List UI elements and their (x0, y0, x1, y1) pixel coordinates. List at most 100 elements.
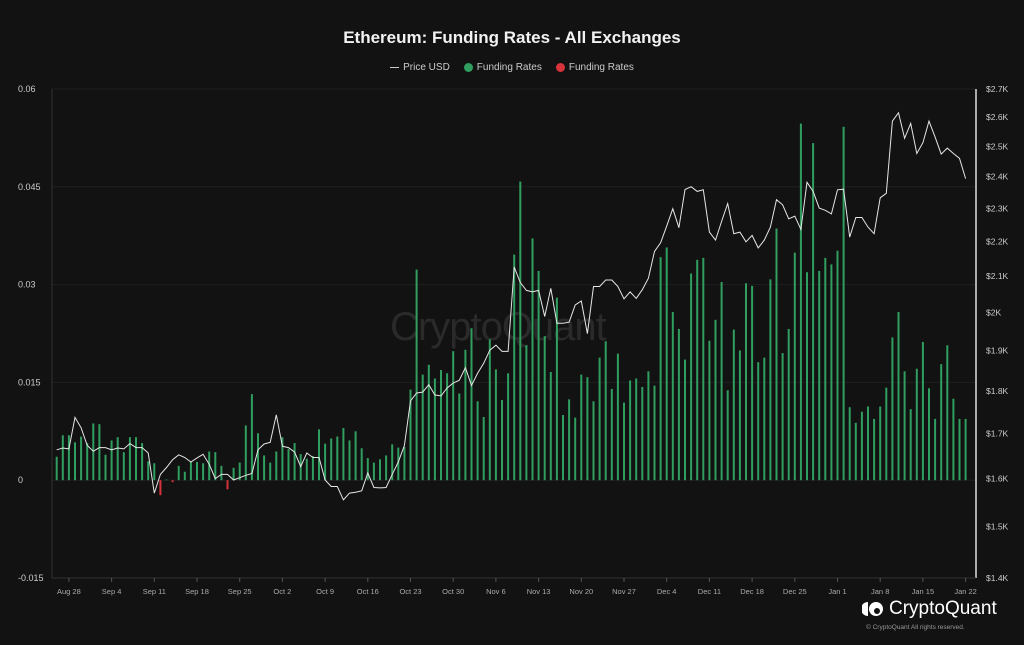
funding-bar-positive (647, 371, 650, 481)
funding-bar-positive (281, 437, 284, 481)
x-tick-label: Dec 18 (740, 587, 764, 596)
funding-bar-positive (946, 345, 949, 481)
funding-bar-positive (629, 380, 632, 481)
funding-bar-positive (635, 378, 638, 481)
funding-bar-positive (324, 443, 327, 481)
funding-bar-positive (879, 406, 882, 481)
funding-bar-positive (385, 455, 388, 481)
funding-bar-positive (446, 373, 449, 481)
funding-bar-positive (720, 281, 723, 481)
watermark: CryptoQuant (390, 305, 607, 349)
logo-text: CryptoQuant (889, 598, 997, 619)
funding-bar-positive (732, 329, 735, 481)
funding-bar-positive (818, 270, 821, 481)
funding-bar-positive (488, 339, 491, 481)
funding-bar-positive (360, 448, 363, 481)
funding-bar-positive (775, 228, 778, 481)
x-tick-label: Oct 9 (316, 587, 334, 596)
funding-bar-positive (525, 345, 528, 481)
legend-item-funding-positive[interactable]: Funding Rates (463, 62, 542, 73)
funding-bar-positive (397, 447, 400, 481)
funding-bar-positive (684, 359, 686, 481)
funding-bar-positive (232, 467, 235, 481)
y-right-tick-label: $2.5K (986, 141, 1009, 151)
x-tick-label: Jan 1 (828, 587, 846, 596)
funding-bar-positive (482, 416, 485, 481)
x-tick-label: Jan 22 (954, 587, 977, 596)
funding-bar-positive (220, 465, 223, 481)
funding-bar-positive (342, 428, 345, 481)
cryptoquant-logo: CryptoQuant (862, 598, 997, 620)
cryptoquant-logo-icon (862, 602, 883, 616)
funding-bar-positive (80, 436, 83, 481)
x-tick-label: Oct 30 (442, 587, 464, 596)
funding-bar-positive (848, 407, 851, 481)
y-right-tick-label: $1.5K (986, 522, 1009, 532)
funding-bar-positive (769, 279, 772, 481)
legend-item-funding-negative[interactable]: Funding Rates (555, 62, 634, 73)
x-tick-label: Nov 13 (527, 587, 551, 596)
green-dot-icon (463, 63, 473, 72)
price-line (56, 111, 967, 501)
funding-bar-positive (928, 388, 930, 481)
funding-bar-positive (885, 387, 888, 481)
y-right-tick-label: $1.7K (986, 428, 1009, 438)
funding-bar-positive (562, 415, 564, 481)
funding-bar-positive (726, 390, 729, 481)
x-tick-label: Nov 20 (569, 587, 593, 596)
funding-bar-positive (610, 388, 613, 481)
funding-bar-positive (842, 126, 845, 481)
funding-bar-positive (409, 389, 412, 481)
funding-bar-positive (263, 455, 266, 481)
funding-bar-negative (171, 480, 174, 483)
y-right-tick-label: $2.3K (986, 203, 1009, 213)
line-swatch-icon (390, 67, 400, 68)
funding-bar-positive (135, 437, 137, 481)
funding-bar-positive (830, 264, 833, 481)
x-tick-label: Dec 11 (698, 587, 721, 596)
funding-bar-positive (708, 340, 711, 481)
funding-bar-positive (659, 257, 662, 481)
funding-bar-positive (604, 341, 607, 481)
funding-bar-positive (464, 349, 467, 481)
funding-bar-positive (177, 465, 180, 481)
funding-bar-positive (921, 341, 924, 481)
x-tick-label: Nov 6 (486, 587, 506, 596)
funding-bar-positive (555, 297, 558, 481)
funding-bar-positive (940, 364, 943, 481)
funding-bar-positive (318, 429, 320, 481)
funding-bar-positive (891, 337, 894, 481)
funding-bar-positive (714, 319, 717, 481)
legend-label: Funding Rates (476, 62, 542, 73)
x-tick-label: Jan 8 (871, 587, 889, 596)
funding-bar-positive (86, 443, 89, 481)
funding-bar-positive (202, 463, 205, 481)
funding-bar-positive (592, 401, 595, 481)
funding-bar-positive (147, 461, 150, 481)
funding-bar-positive (391, 444, 394, 481)
y-right-tick-label: $2.6K (986, 112, 1009, 122)
x-tick-label: Oct 23 (399, 587, 421, 596)
funding-bar-positive (867, 406, 869, 481)
funding-bar-positive (513, 254, 516, 481)
funding-bar-positive (690, 273, 693, 481)
y-right-tick-label: $1.6K (986, 474, 1009, 484)
funding-bar-positive (860, 411, 863, 481)
legend: Price USD Funding Rates Funding Rates (0, 62, 1024, 73)
funding-bar-positive (934, 418, 937, 481)
funding-bar-positive (897, 311, 900, 481)
x-tick-label: Sep 18 (185, 587, 209, 596)
funding-bar-positive (537, 270, 540, 481)
x-tick-label: Sep 25 (228, 587, 252, 596)
funding-bar-negative (159, 480, 162, 496)
legend-label: Funding Rates (568, 62, 634, 73)
funding-bar-positive (238, 462, 241, 481)
funding-bar-positive (549, 371, 552, 481)
funding-bar-positive (458, 393, 461, 481)
funding-bar-positive (763, 357, 766, 481)
funding-bar-positive (677, 328, 680, 481)
funding-bar-positive (903, 371, 906, 481)
legend-item-price[interactable]: Price USD (390, 62, 450, 73)
x-tick-label: Sep 4 (102, 587, 122, 596)
